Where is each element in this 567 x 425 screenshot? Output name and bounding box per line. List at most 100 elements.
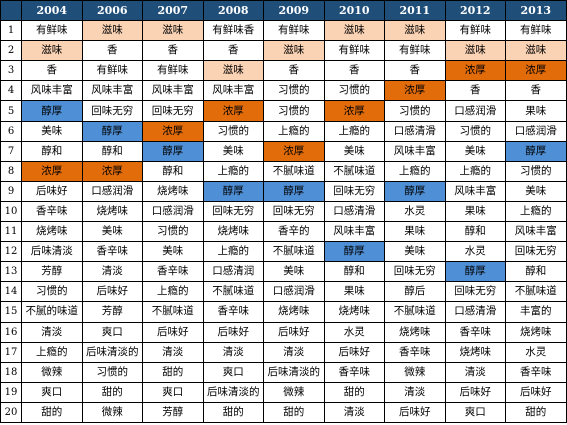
table-cell: 习惯的 (505, 160, 567, 182)
table-cell: 习惯的 (323, 80, 385, 102)
table-cell: 香 (81, 40, 143, 62)
table-cell: 后味清淡的 (81, 341, 143, 363)
table-cell: 不腻味道 (263, 241, 325, 263)
year-header: 2009 (263, 0, 325, 22)
highlighted-cell: 醇厚 (202, 180, 264, 202)
table-cell: 香 (444, 80, 506, 102)
rank-cell: 8 (0, 160, 22, 182)
table-cell: 回味无穷 (505, 241, 567, 263)
rank-header (0, 0, 22, 22)
table-cell: 甜的 (202, 401, 264, 423)
table-cell: 烧烤味 (444, 341, 506, 363)
table-cell: 香辛味 (202, 301, 264, 323)
highlighted-cell: 滋味 (263, 40, 325, 62)
table-cell: 果味 (323, 281, 385, 303)
table-cell: 有鲜味 (323, 40, 385, 62)
table-cell: 丰富的 (505, 301, 567, 323)
year-header: 2007 (142, 0, 204, 22)
table-cell: 甜的 (323, 381, 385, 403)
table-cell: 香辛味 (21, 200, 83, 223)
table-row: 5 醇厚 回味无穷 回味无穷 浓厚 习惯的 浓厚 习惯的 口感润滑 果味 (0, 100, 567, 122)
header-row: 2004 2006 2007 2008 2009 2010 2011 2012 … (0, 0, 567, 22)
table-cell: 香 (384, 60, 446, 82)
table-cell: 口感清滑 (384, 120, 446, 142)
rank-cell: 20 (0, 401, 22, 423)
table-cell: 清淡 (263, 341, 325, 363)
table-cell: 水灵 (444, 241, 506, 263)
table-row: 17 上瘾的 后味清淡的 清淡 清淡 清淡 后味好 香辛味 烧烤味 水灵 (0, 341, 567, 363)
table-cell: 烧烤味 (384, 321, 446, 343)
table-cell: 回味无穷 (323, 180, 385, 202)
table-cell: 回味无穷 (384, 261, 446, 283)
highlighted-cell: 滋味 (202, 60, 264, 82)
table-row: 2 滋味香香香滋味 有鲜味 有鲜味 滋味 滋味 (0, 40, 567, 62)
table-cell: 水灵 (323, 321, 385, 343)
table-cell: 上瘾的 (384, 160, 446, 182)
highlighted-cell: 浓厚 (444, 60, 506, 82)
table-cell: 甜的 (142, 361, 204, 383)
highlighted-cell: 滋味 (323, 20, 385, 42)
table-cell: 醇和 (21, 140, 83, 162)
table-cell: 风味丰富 (323, 221, 385, 243)
table-row: 4 风味丰富 风味丰富 风味丰富 风味丰富 习惯的 习惯的 浓厚香香 (0, 80, 567, 102)
table-cell: 上瘾的 (444, 160, 506, 182)
table-cell: 美味 (505, 180, 567, 202)
rank-cell: 5 (0, 100, 22, 122)
highlighted-cell: 浓厚 (323, 100, 385, 122)
table-cell: 清淡 (444, 361, 506, 383)
year-header: 2006 (81, 0, 143, 22)
table-row: 3 香有鲜味 有鲜味 滋味香香香浓厚 浓厚 (0, 60, 567, 82)
table-cell: 醇和 (142, 160, 204, 182)
table-cell: 爽口 (142, 381, 204, 403)
table-row: 20 甜的 微辣 芳醇 甜的 甜的 清淡 后味好 爽口 甜的 (0, 401, 567, 423)
rank-cell: 2 (0, 40, 22, 62)
highlighted-cell: 滋味 (505, 40, 567, 62)
table-cell: 口感润滑 (505, 120, 567, 142)
table-cell: 后味好 (323, 341, 385, 363)
table-cell: 上瘾的 (142, 281, 204, 303)
highlighted-cell: 醇厚 (323, 241, 385, 263)
table-cell: 后味好 (263, 321, 325, 343)
highlighted-cell: 滋味 (21, 40, 83, 62)
rank-cell: 1 (0, 20, 22, 42)
table-cell: 后味好 (444, 381, 506, 403)
table-cell: 习惯的 (21, 281, 83, 303)
table-cell: 上瘾的 (505, 200, 567, 223)
table-cell: 美味 (444, 140, 506, 162)
table-cell: 醇和 (81, 140, 143, 162)
table-cell: 有鲜味 (505, 20, 567, 42)
table-cell: 口感清滑 (323, 200, 385, 223)
table-cell: 烧烤味 (142, 180, 204, 202)
table-cell: 果味 (444, 200, 506, 223)
highlighted-cell: 浓厚 (384, 80, 446, 102)
table-cell: 爽口 (202, 361, 264, 383)
table-row: 19 爽口 甜的 爽口 后味清淡的 微辣 甜的 清淡 后味好 后味好 (0, 381, 567, 403)
table-cell: 回味无穷 (444, 281, 506, 303)
table-cell: 芳醇 (81, 301, 143, 323)
table-cell: 风味丰富 (81, 80, 143, 102)
table-cell: 风味丰富 (202, 80, 264, 102)
table-cell: 果味 (505, 100, 567, 122)
year-header: 2013 (505, 0, 567, 22)
table-row: 8 浓厚 浓厚 醇和 上瘾的 不腻味道 不腻味道 上瘾的 上瘾的 习惯的 (0, 160, 567, 182)
table-cell: 不腻味道 (142, 301, 204, 323)
table-cell: 微辣 (81, 401, 143, 423)
table-cell: 风味丰富 (142, 80, 204, 102)
table-cell: 习惯的 (202, 120, 264, 142)
table-cell: 美味 (21, 120, 83, 142)
highlighted-cell: 滋味 (384, 20, 446, 42)
table-cell: 不腻味道 (505, 281, 567, 303)
table-row: 6 美味 醇厚 浓厚 习惯的 上瘾的 上瘾的 口感清滑 习惯的 口感润滑 (0, 120, 567, 142)
table-cell: 香辛味 (444, 321, 506, 343)
table-cell: 有鲜味 (21, 20, 83, 42)
table-cell: 美味 (81, 221, 143, 243)
year-header: 2011 (384, 0, 446, 22)
table-cell: 果味 (384, 221, 446, 243)
rank-cell: 14 (0, 281, 22, 303)
table-cell: 爽口 (81, 321, 143, 343)
table-cell: 后味清淡的 (202, 381, 264, 403)
rank-cell: 12 (0, 241, 22, 263)
table-cell: 美味 (323, 140, 385, 162)
table-cell: 习惯的 (81, 361, 143, 383)
table-cell: 清淡 (21, 321, 83, 343)
